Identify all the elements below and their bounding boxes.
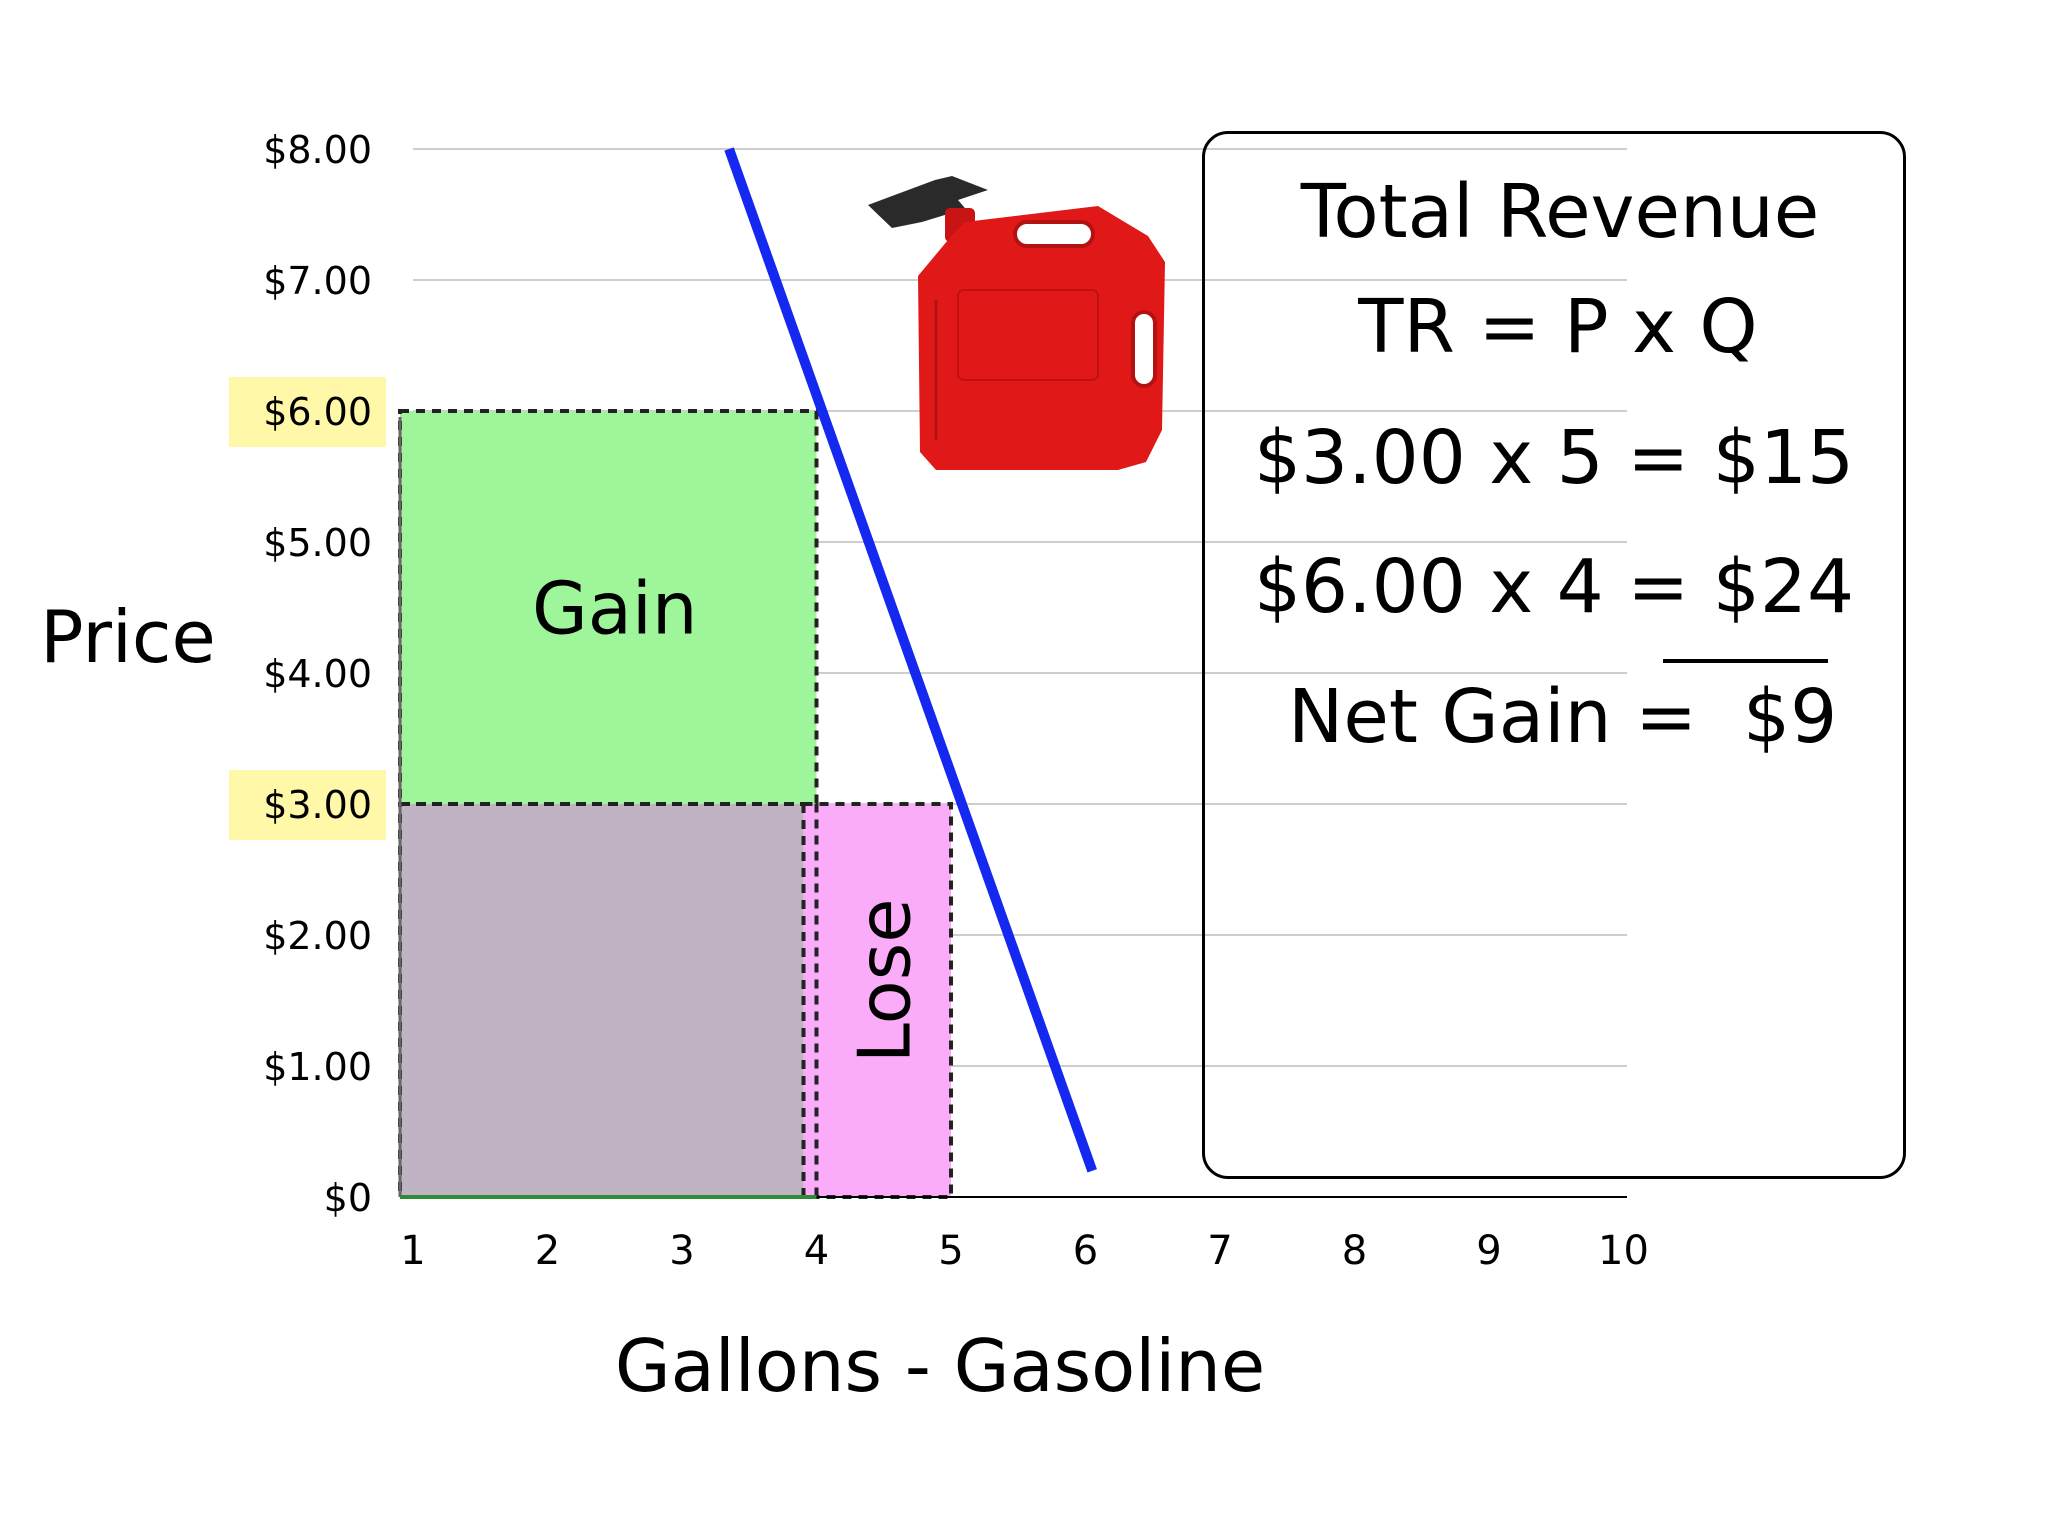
y-tick-label: $7.00 bbox=[263, 259, 372, 303]
region-gain bbox=[400, 411, 817, 804]
y-tick-highlight bbox=[229, 770, 386, 840]
region-lose bbox=[803, 804, 951, 1197]
y-tick-label: $2.00 bbox=[263, 914, 372, 958]
axes bbox=[398, 417, 1627, 1199]
x-axis-title: Gallons - Gasoline bbox=[615, 1324, 1265, 1408]
gas-can-icon bbox=[868, 176, 1165, 470]
y-tick-label: $8.00 bbox=[263, 128, 372, 172]
regions: Gain Lose bbox=[398, 409, 953, 1199]
x-tick-label: 2 bbox=[535, 1228, 560, 1274]
x-tick-label: 1 bbox=[400, 1228, 425, 1274]
revenue-line-high-price: $6.00 x 4 = $24 bbox=[1253, 544, 1855, 630]
revenue-title: Total Revenue bbox=[1300, 169, 1820, 255]
total-revenue-box: Total Revenue TR = P x Q $3.00 x 5 = $15… bbox=[1202, 131, 1906, 1179]
x-tick-label: 4 bbox=[804, 1228, 829, 1274]
region-retained bbox=[400, 804, 817, 1197]
x-tick-label: 5 bbox=[938, 1228, 963, 1274]
region-label-lose: Lose bbox=[843, 898, 927, 1063]
y-tick-label: $4.00 bbox=[263, 652, 372, 696]
revenue-line-low-price: $3.00 x 5 = $15 bbox=[1253, 415, 1855, 501]
y-tick-label: $6.00 bbox=[263, 390, 372, 434]
sum-rule bbox=[1663, 659, 1828, 663]
y-tick-label: $5.00 bbox=[263, 521, 372, 565]
x-tick-labels: 1 2 3 4 5 6 7 8 9 10 bbox=[400, 1228, 1649, 1274]
net-gain-value: $9 bbox=[1743, 674, 1838, 760]
demand-line bbox=[724, 147, 1097, 1173]
region-label-gain: Gain bbox=[532, 567, 698, 651]
y-tick-highlight bbox=[229, 377, 386, 447]
x-tick-label: 8 bbox=[1342, 1228, 1367, 1274]
x-tick-label: 6 bbox=[1073, 1228, 1098, 1274]
net-gain-label: Net Gain = bbox=[1288, 674, 1698, 760]
y-tick-label: $1.00 bbox=[263, 1045, 372, 1089]
x-tick-label: 3 bbox=[669, 1228, 694, 1274]
region-outline bbox=[398, 802, 819, 1199]
demand-line-group bbox=[724, 147, 1097, 1173]
x-tick-label: 9 bbox=[1476, 1228, 1501, 1274]
y-tick-labels: $0 $1.00 $2.00 $3.00 $4.00 $5.00 $6.00 $7.00 $8.… bbox=[229, 128, 386, 1220]
y-axis-title: Price bbox=[40, 595, 216, 679]
region-outline bbox=[398, 409, 819, 806]
x-tick-label: 7 bbox=[1207, 1228, 1232, 1274]
y-tick-label: $3.00 bbox=[263, 783, 372, 827]
y-tick-label: $0 bbox=[324, 1176, 372, 1220]
x-tick-label: 10 bbox=[1598, 1228, 1649, 1274]
revenue-formula: TR = P x Q bbox=[1358, 284, 1758, 370]
